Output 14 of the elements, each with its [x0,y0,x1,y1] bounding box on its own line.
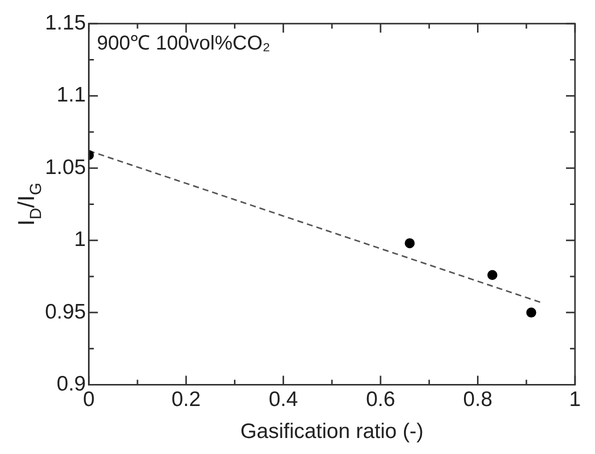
x-tick-label: 0.6 [366,388,396,412]
y-tick-label: 1 [74,228,86,252]
y-tick-label: 0.95 [44,300,86,324]
y-tick-label: 1.1 [56,84,86,107]
x-tick-label: 0.4 [268,388,298,412]
x-axis-title: Gasification ratio (-) [240,420,424,443]
x-tick-label: 0.2 [171,388,201,412]
y-tick-label: 1.05 [44,156,86,179]
annotation: 900℃ 100vol%CO₂ [96,32,270,55]
y-tick-label: 1.15 [44,11,86,34]
x-tick-label: 1 [569,388,581,412]
x-tick-label: 0.8 [463,388,492,412]
x-tick-label: 0 [83,388,95,412]
y-axis-title: ID/IG [13,182,45,226]
